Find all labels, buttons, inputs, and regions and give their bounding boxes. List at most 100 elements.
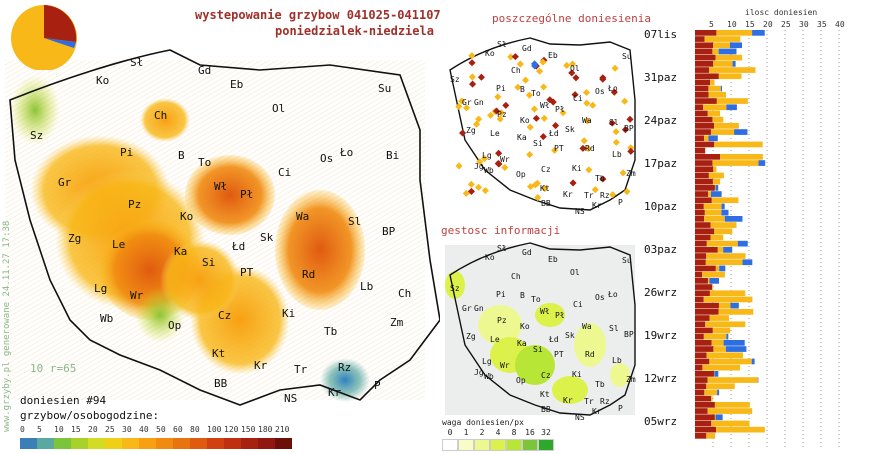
- city-label: Os: [595, 293, 605, 302]
- city-label: Zm: [626, 375, 636, 384]
- city-label: Le: [112, 238, 126, 251]
- scale-tick: 150: [241, 425, 256, 434]
- bar-segment: [695, 104, 704, 111]
- report-point: [475, 183, 483, 191]
- city-label: Eb: [548, 51, 558, 60]
- scale-tick: 0: [20, 425, 25, 434]
- bar-segment: [718, 309, 754, 315]
- bar-segment: [719, 265, 726, 272]
- bar-segment: [708, 85, 721, 92]
- pie-slice-dark-red: [44, 5, 77, 42]
- weight-tick: 4: [495, 428, 501, 437]
- bar-segment: [716, 98, 748, 104]
- bar-date-label: 24paz: [644, 114, 677, 127]
- bar-segment: [732, 61, 736, 67]
- city-label: Wb: [484, 166, 494, 175]
- bar-segment: [714, 141, 763, 148]
- bar-segment: [695, 364, 703, 371]
- weights-label: waga doniesien/px: [442, 418, 524, 427]
- scale-swatch: [71, 438, 88, 449]
- scale-tick: 210: [275, 425, 290, 434]
- bar-segment: [726, 104, 737, 111]
- bar-segment: [695, 116, 713, 123]
- bar-segment: [714, 402, 750, 408]
- bar-segment: [718, 48, 737, 55]
- bar-segment: [708, 172, 724, 179]
- bar-segment: [695, 85, 709, 92]
- city-label: Sl: [609, 118, 619, 127]
- bar-segment: [703, 203, 722, 210]
- bar-segment: [706, 240, 738, 247]
- bar-segment: [724, 216, 743, 222]
- city-label: Zg: [68, 232, 82, 245]
- bar-segment: [715, 185, 719, 191]
- bar-segment: [695, 333, 704, 340]
- city-label: Wb: [484, 372, 494, 381]
- weights-ticks: 0 1 2 4 8 16 32: [442, 428, 554, 437]
- bar-segment: [695, 54, 716, 61]
- bar-segment: [695, 30, 717, 36]
- weight-swatch: [522, 439, 538, 451]
- city-label: Lb: [360, 280, 374, 293]
- scale-tick: 5: [37, 425, 42, 434]
- bar-segment: [695, 98, 717, 104]
- city-label: Sl: [609, 324, 619, 333]
- city-label: Pz: [128, 198, 142, 211]
- bar-segment: [712, 160, 759, 166]
- bar-segment: [695, 265, 716, 272]
- city-label: Gd: [522, 248, 532, 257]
- city-label: Tr: [584, 397, 594, 406]
- city-label: Wł: [214, 180, 228, 193]
- city-label: Ch: [154, 109, 168, 122]
- bar-segment: [706, 253, 746, 259]
- bar-segment: [695, 259, 706, 266]
- city-label: Sł: [497, 244, 507, 253]
- bar-segment: [695, 141, 715, 148]
- scale-tick: 40: [139, 425, 149, 434]
- city-label: To: [531, 89, 541, 98]
- city-label: Gd: [522, 44, 532, 53]
- scale-tick: 120: [224, 425, 239, 434]
- bar-segment: [730, 302, 739, 309]
- city-label: Eb: [230, 78, 244, 91]
- scale-swatch: [207, 438, 224, 449]
- city-label: Op: [516, 170, 526, 179]
- report-point: [580, 137, 588, 145]
- bar-segment: [695, 42, 714, 49]
- bar-segment: [706, 433, 716, 439]
- bar-date-label: 12wrz: [644, 372, 677, 385]
- scale-swatch: [258, 438, 275, 449]
- report-point: [627, 147, 635, 155]
- bar-segment: [695, 278, 708, 284]
- city-label: B: [520, 291, 525, 300]
- city-label: Ło: [340, 146, 354, 159]
- bar-tick: 20: [763, 20, 773, 29]
- bar-segment: [713, 346, 726, 352]
- bar-segment: [695, 240, 707, 247]
- bar-segment: [709, 67, 756, 73]
- city-label: Ol: [570, 268, 580, 277]
- city-label: Ch: [511, 66, 521, 75]
- city-label: Gd: [198, 64, 212, 77]
- report-point: [481, 187, 489, 195]
- scale-swatch: [54, 438, 71, 449]
- city-label: Ka: [517, 133, 527, 142]
- bar-segment: [695, 129, 711, 135]
- city-label: Wa: [296, 210, 310, 223]
- bar-segment: [695, 147, 706, 154]
- report-point: [467, 180, 475, 188]
- bar-segment: [707, 110, 720, 117]
- bar-segment: [704, 36, 741, 42]
- city-label: Rz: [600, 191, 610, 200]
- bar-segment: [695, 395, 712, 402]
- report-point: [540, 83, 548, 91]
- city-label: Wr: [500, 155, 510, 164]
- scale-swatch: [156, 438, 173, 449]
- city-label: Op: [168, 319, 182, 332]
- bar-segment: [695, 197, 712, 204]
- city-label: Op: [516, 376, 526, 385]
- bar-segment: [695, 271, 703, 278]
- pie-slice-blue: [44, 38, 76, 48]
- report-point: [462, 189, 470, 197]
- report-point: [526, 151, 534, 159]
